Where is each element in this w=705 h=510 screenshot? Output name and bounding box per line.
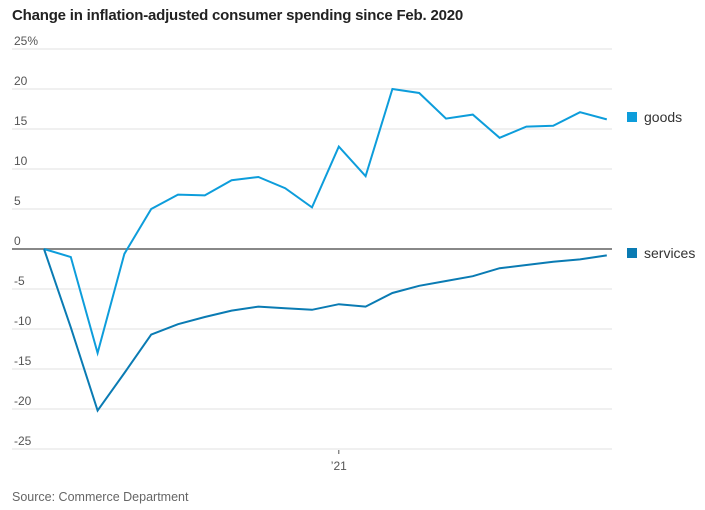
source-note: Source: Commerce Department	[12, 490, 189, 504]
y-tick-label: 5	[14, 194, 21, 208]
legend-swatch-goods	[627, 112, 637, 122]
legend: goods services	[627, 109, 695, 261]
legend-label-services: services	[644, 245, 695, 261]
y-tick-label: 25%	[14, 34, 38, 48]
y-tick-label: -5	[14, 274, 25, 288]
y-tick-label: 15	[14, 114, 28, 128]
series-line-services	[43, 248, 607, 413]
x-axis-ticks: ’21	[331, 450, 347, 473]
x-tick-label: ’21	[331, 459, 347, 473]
y-tick-label: -15	[14, 354, 32, 368]
series-lines	[43, 87, 608, 413]
gridlines	[12, 48, 612, 450]
y-tick-label: -10	[14, 314, 32, 328]
series-line-goods	[43, 87, 608, 357]
chart-title: Change in inflation-adjusted consumer sp…	[12, 7, 464, 24]
y-tick-label: 20	[14, 74, 28, 88]
legend-label-goods: goods	[644, 109, 682, 125]
y-tick-label: -25	[14, 434, 32, 448]
y-tick-label: 0	[14, 234, 21, 248]
y-tick-label: -20	[14, 394, 32, 408]
y-axis-ticks: 25% 20 15 10 5 0 -5 -10 -15 -20 -25	[14, 34, 38, 448]
legend-swatch-services	[627, 248, 637, 258]
y-tick-label: 10	[14, 154, 28, 168]
